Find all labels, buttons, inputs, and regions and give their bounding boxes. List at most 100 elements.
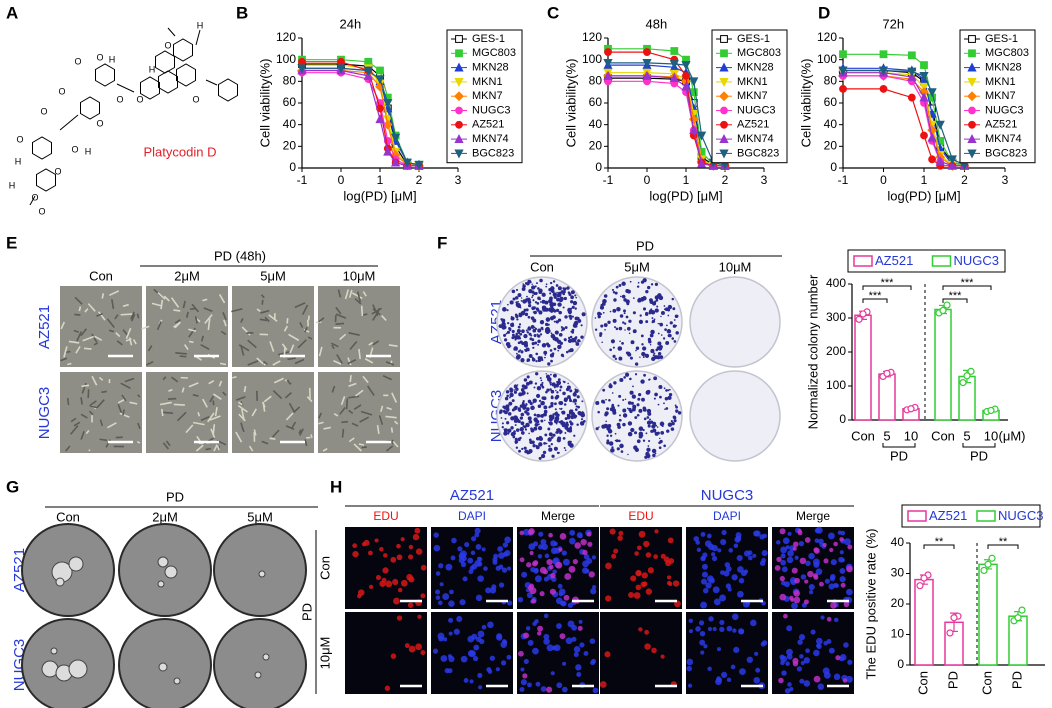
cell: [349, 341, 358, 351]
colony: [538, 442, 543, 447]
nucleus: [813, 675, 821, 683]
colony: [551, 382, 556, 387]
cell: [238, 401, 243, 406]
colony: [513, 418, 518, 423]
group-label: PD: [890, 448, 908, 463]
nucleus: [420, 650, 426, 656]
colony: [536, 386, 542, 391]
cell: [368, 341, 374, 346]
colony: [663, 444, 666, 448]
colony: [560, 353, 564, 357]
colony: [533, 413, 537, 417]
cell: [272, 360, 281, 366]
nucleus: [501, 567, 508, 573]
nucleus: [700, 650, 705, 655]
ring: [173, 38, 193, 62]
colony: [638, 392, 642, 397]
nucleus: [504, 550, 511, 557]
nucleus: [814, 538, 820, 543]
colony: [655, 424, 658, 427]
nucleus: [467, 557, 474, 564]
nucleus: [719, 594, 727, 602]
cell: [248, 445, 254, 452]
cell: [160, 299, 164, 310]
nucleus: [791, 602, 798, 610]
colony: [544, 354, 547, 356]
marker: [375, 114, 385, 124]
nucleus: [590, 588, 597, 595]
nucleus: [638, 530, 646, 538]
colony: [623, 376, 626, 379]
nucleus: [733, 646, 740, 654]
nucleus: [688, 629, 693, 634]
marker: [383, 146, 393, 156]
nucleus: [414, 527, 421, 534]
colony: [570, 422, 573, 426]
nucleus: [750, 619, 757, 627]
y-axis-label: The EDU positive rate (%): [863, 529, 878, 680]
nucleus: [794, 577, 800, 584]
cell: [281, 343, 288, 351]
nucleus: [562, 558, 570, 566]
colony: [564, 449, 567, 452]
colony: [541, 415, 544, 418]
marker: [689, 77, 699, 87]
colony: [617, 425, 621, 429]
cell: [78, 306, 82, 312]
chart-title: 24h: [340, 16, 362, 31]
colony: [544, 419, 546, 422]
colony: [560, 329, 563, 332]
legend-box: [901, 504, 1041, 528]
cell: [378, 415, 384, 425]
cell: [223, 319, 227, 327]
x-tick-label: PD: [1009, 671, 1024, 689]
colony: [570, 300, 574, 304]
nucleus: [808, 552, 815, 560]
nucleus: [462, 576, 468, 582]
colony: [660, 430, 665, 435]
colony: [523, 333, 528, 339]
colony: [654, 452, 657, 455]
colony: [647, 445, 650, 447]
colony: [617, 404, 620, 407]
cell: [222, 391, 227, 397]
nucleus: [633, 592, 641, 599]
nucleus: [783, 613, 788, 619]
atom: O: [96, 118, 103, 128]
nucleus: [587, 541, 593, 547]
colony: [573, 337, 577, 341]
nucleus: [785, 661, 790, 666]
colony: [613, 298, 617, 302]
colony: [648, 340, 652, 344]
nucleus: [776, 556, 782, 563]
colony: [539, 301, 542, 303]
y-tick-label: 120: [817, 30, 837, 44]
nucleus: [579, 642, 585, 648]
cell: [81, 384, 90, 388]
group-label: AZ521: [450, 487, 494, 504]
colony: [549, 349, 553, 352]
colony: [520, 388, 525, 392]
colony: [564, 326, 568, 329]
colony: [626, 407, 629, 410]
colony: [618, 356, 623, 361]
colony: [646, 420, 652, 425]
colony: [637, 397, 641, 401]
colony: [533, 310, 537, 315]
colony: [547, 323, 550, 326]
colony: [538, 435, 543, 440]
colony: [549, 383, 552, 386]
nucleus: [379, 547, 384, 552]
nucleus: [574, 542, 581, 549]
nucleus: [799, 678, 805, 684]
colony: [519, 436, 522, 440]
colony: [528, 332, 532, 336]
spheroid: [262, 653, 270, 661]
colony: [556, 438, 561, 443]
colony: [640, 379, 645, 384]
nucleus: [534, 567, 539, 573]
atom: O: [71, 144, 78, 154]
colony: [622, 408, 627, 413]
legend-label: MGC803: [737, 47, 781, 59]
row-label: Con: [317, 556, 332, 580]
